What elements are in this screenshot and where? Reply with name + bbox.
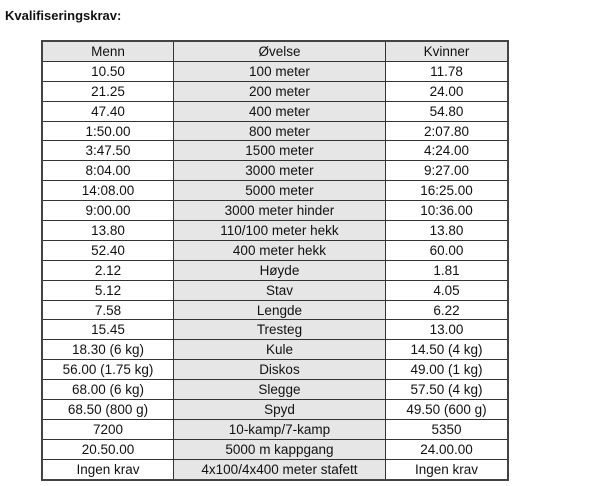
men-value: 3:47.50 bbox=[41, 140, 174, 162]
women-value: 57.50 (4 kg) bbox=[384, 379, 509, 401]
men-value: 5.12 bbox=[41, 279, 174, 301]
men-value: Ingen krav bbox=[41, 458, 174, 481]
table-row: 52.40 400 meter hekk 60.00 bbox=[41, 239, 509, 261]
table-row: 18.30 (6 kg) Kule 14.50 (4 kg) bbox=[41, 339, 509, 361]
event-name: Kule bbox=[172, 339, 386, 361]
women-value: Ingen krav bbox=[384, 458, 509, 481]
men-value: 52.40 bbox=[41, 239, 174, 261]
event-name: Stav bbox=[172, 279, 386, 301]
women-value: 24.00 bbox=[384, 80, 509, 102]
men-value: 9:00.00 bbox=[41, 200, 174, 222]
table-row: 3:47.50 1500 meter 4:24.00 bbox=[41, 140, 509, 162]
women-value: 5350 bbox=[384, 418, 509, 440]
table-row: 15.45 Tresteg 13.00 bbox=[41, 319, 509, 341]
women-value: 16:25.00 bbox=[384, 180, 509, 202]
header-men: Menn bbox=[41, 40, 174, 62]
table-row: Ingen krav 4x100/4x400 meter stafett Ingen… bbox=[41, 458, 509, 481]
event-name: 5000 meter bbox=[172, 180, 386, 202]
event-name: Høyde bbox=[172, 259, 386, 281]
women-value: 11.78 bbox=[384, 60, 509, 82]
event-name: 110/100 meter hekk bbox=[172, 220, 386, 241]
men-value: 68.00 (6 kg) bbox=[41, 379, 174, 401]
women-value: 24.00.00 bbox=[384, 438, 509, 460]
women-value: 13.00 bbox=[384, 319, 509, 341]
men-value: 68.50 (800 g) bbox=[41, 399, 174, 420]
table-row: 5.12 Stav 4.05 bbox=[41, 279, 509, 301]
men-value: 14:08.00 bbox=[41, 180, 174, 202]
women-value: 1.81 bbox=[384, 259, 509, 281]
event-name: Tresteg bbox=[172, 319, 386, 341]
header-event: Øvelse bbox=[172, 40, 386, 62]
women-value: 49.50 (600 g) bbox=[384, 399, 509, 420]
table-row: 21.25 200 meter 24.00 bbox=[41, 80, 509, 102]
table-row: 14:08.00 5000 meter 16:25.00 bbox=[41, 180, 509, 202]
page-title: Kvalifiseringskrav: bbox=[5, 8, 122, 23]
men-value: 20.50.00 bbox=[41, 438, 174, 460]
women-value: 13.80 bbox=[384, 220, 509, 241]
event-name: 5000 m kappgang bbox=[172, 438, 386, 460]
table-row: 68.00 (6 kg) Slegge 57.50 (4 kg) bbox=[41, 379, 509, 401]
women-value: 4:24.00 bbox=[384, 140, 509, 162]
table-row: 8:04.00 3000 meter 9:27.00 bbox=[41, 160, 509, 182]
table-header-row: Menn Øvelse Kvinner bbox=[41, 40, 509, 62]
event-name: 200 meter bbox=[172, 80, 386, 102]
men-value: 10.50 bbox=[41, 60, 174, 82]
event-name: Slegge bbox=[172, 379, 386, 401]
event-name: 10-kamp/7-kamp bbox=[172, 418, 386, 440]
men-value: 56.00 (1.75 kg) bbox=[41, 359, 174, 381]
men-value: 13.80 bbox=[41, 220, 174, 241]
event-name: Diskos bbox=[172, 359, 386, 381]
event-name: 400 meter hekk bbox=[172, 239, 386, 261]
table-row: 9:00.00 3000 meter hinder 10:36.00 bbox=[41, 200, 509, 222]
men-value: 7200 bbox=[41, 418, 174, 440]
table-row: 2.12 Høyde 1.81 bbox=[41, 259, 509, 281]
event-name: Spyd bbox=[172, 399, 386, 420]
women-value: 60.00 bbox=[384, 239, 509, 261]
table-row: 13.80 110/100 meter hekk 13.80 bbox=[41, 220, 509, 241]
men-value: 8:04.00 bbox=[41, 160, 174, 182]
men-value: 21.25 bbox=[41, 80, 174, 102]
event-name: 400 meter bbox=[172, 100, 386, 122]
men-value: 18.30 (6 kg) bbox=[41, 339, 174, 361]
table-row: 68.50 (800 g) Spyd 49.50 (600 g) bbox=[41, 399, 509, 420]
women-value: 10:36.00 bbox=[384, 200, 509, 222]
event-name: 3000 meter hinder bbox=[172, 200, 386, 222]
men-value: 15.45 bbox=[41, 319, 174, 341]
table-row: 20.50.00 5000 m kappgang 24.00.00 bbox=[41, 438, 509, 460]
table-row: 7.58 Lengde 6.22 bbox=[41, 299, 509, 321]
table-row: 7200 10-kamp/7-kamp 5350 bbox=[41, 418, 509, 440]
women-value: 9:27.00 bbox=[384, 160, 509, 182]
table-row: 47.40 400 meter 54.80 bbox=[41, 100, 509, 122]
women-value: 54.80 bbox=[384, 100, 509, 122]
men-value: 2.12 bbox=[41, 259, 174, 281]
event-name: Lengde bbox=[172, 299, 386, 321]
women-value: 2:07.80 bbox=[384, 120, 509, 142]
header-women: Kvinner bbox=[384, 40, 509, 62]
women-value: 4.05 bbox=[384, 279, 509, 301]
event-name: 4x100/4x400 meter stafett bbox=[172, 458, 386, 481]
women-value: 6.22 bbox=[384, 299, 509, 321]
event-name: 1500 meter bbox=[172, 140, 386, 162]
qualification-table: Menn Øvelse Kvinner 10.50 100 meter 11.78 2… bbox=[41, 40, 509, 481]
women-value: 49.00 (1 kg) bbox=[384, 359, 509, 381]
men-value: 7.58 bbox=[41, 299, 174, 321]
women-value: 14.50 (4 kg) bbox=[384, 339, 509, 361]
table-row: 1:50.00 800 meter 2:07.80 bbox=[41, 120, 509, 142]
men-value: 47.40 bbox=[41, 100, 174, 122]
men-value: 1:50.00 bbox=[41, 120, 174, 142]
event-name: 800 meter bbox=[172, 120, 386, 142]
event-name: 3000 meter bbox=[172, 160, 386, 182]
table-row: 56.00 (1.75 kg) Diskos 49.00 (1 kg) bbox=[41, 359, 509, 381]
event-name: 100 meter bbox=[172, 60, 386, 82]
table-row: 10.50 100 meter 11.78 bbox=[41, 60, 509, 82]
